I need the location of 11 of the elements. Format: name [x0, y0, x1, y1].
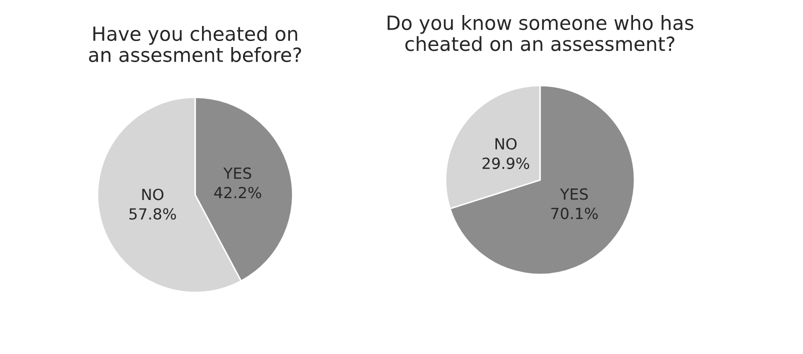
slice-label: YES: [223, 167, 252, 179]
pie-slice: [449, 84, 636, 276]
data-label: 29.9%: [482, 158, 530, 170]
slice-label: NO: [142, 188, 164, 200]
data-label: 42.2%: [214, 186, 262, 198]
data-label: 70.1%: [551, 208, 598, 220]
data-label: 57.8%: [129, 208, 176, 220]
chart-title: Do you know someone who has cheated on an assessment?: [388, 15, 694, 52]
chart-title: Have you cheated on an assesment before?: [88, 26, 302, 62]
slice-label: NO: [495, 138, 517, 150]
slice-label: YES: [560, 188, 588, 200]
